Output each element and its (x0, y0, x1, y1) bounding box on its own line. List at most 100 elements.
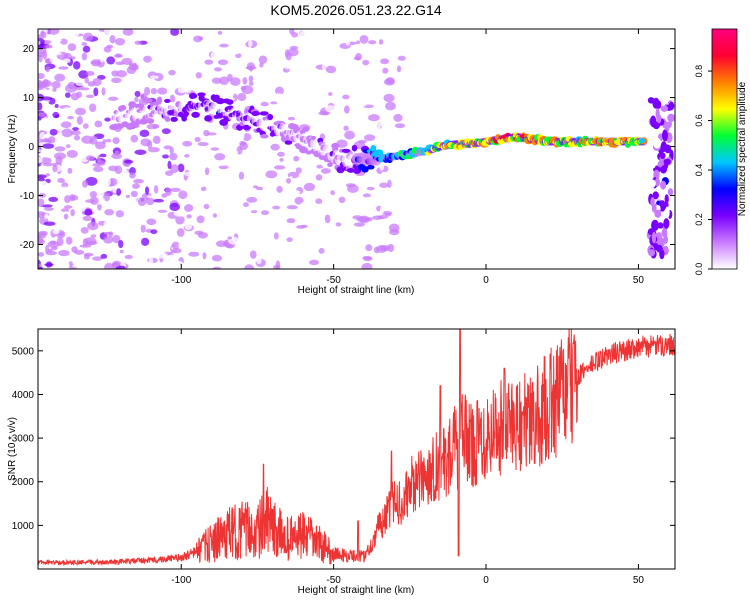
ridge-cell (164, 98, 171, 104)
noise-cell (178, 190, 188, 200)
noise-cell (134, 96, 139, 103)
noise-cell (297, 92, 308, 102)
noise-cell (248, 39, 253, 48)
noise-cell (376, 244, 388, 253)
noise-cell (250, 205, 260, 212)
noise-cell (68, 261, 73, 266)
noise-cell (141, 237, 150, 246)
noise-cell (337, 241, 349, 250)
noise-cell (309, 250, 319, 255)
noise-cell (105, 177, 111, 186)
noise-cell (227, 236, 233, 240)
noise-cell (373, 125, 382, 133)
noise-cell (162, 137, 170, 144)
noise-cell (244, 264, 255, 269)
noise-cell (38, 198, 45, 208)
ridge-cell (284, 140, 293, 145)
noise-cell (249, 250, 257, 259)
noise-cell (111, 153, 123, 160)
noise-cell (238, 131, 245, 141)
noise-cell (146, 123, 159, 130)
burst-cell (648, 108, 655, 117)
noise-cell (311, 88, 318, 96)
y-tick-label: 2000 (12, 477, 35, 488)
noise-cell (362, 197, 374, 203)
noise-cell (210, 147, 220, 151)
noise-cell (299, 201, 312, 211)
noise-cell (62, 58, 71, 64)
noise-cell (81, 135, 94, 144)
ridge-cell (144, 98, 153, 103)
noise-cell (47, 136, 56, 144)
noise-cell (281, 263, 290, 268)
noise-cell (112, 137, 120, 145)
noise-cell (387, 52, 394, 59)
noise-cell (58, 66, 69, 70)
noise-cell (99, 54, 105, 63)
noise-cell (125, 194, 131, 198)
noise-cell (165, 254, 177, 264)
noise-cell (81, 52, 88, 61)
noise-cell (44, 263, 54, 267)
noise-cell (132, 183, 140, 189)
noise-cell (336, 86, 345, 91)
noise-cell (326, 133, 332, 143)
noise-cell (382, 67, 389, 74)
noise-cell (161, 128, 171, 135)
noise-cell (146, 218, 157, 226)
noise-cell (102, 168, 111, 173)
noise-cell (378, 113, 387, 118)
ridge-cell (226, 99, 234, 105)
noise-cell (90, 61, 102, 65)
noise-cell (215, 162, 227, 166)
noise-cell (206, 90, 214, 97)
noise-cell (64, 73, 73, 77)
noise-cell (274, 93, 283, 99)
ridge-cell (141, 117, 149, 125)
noise-cell (67, 43, 77, 52)
noise-cell (246, 196, 258, 203)
x-tick-label: 0 (483, 575, 489, 586)
ridge-cell (370, 145, 377, 152)
noise-cell (153, 198, 164, 203)
noise-cell (358, 139, 367, 144)
noise-cell (343, 125, 349, 131)
y-tick-label: 0 (28, 142, 34, 153)
noise-cell (175, 260, 184, 269)
noise-cell (249, 65, 254, 72)
noise-cell (211, 223, 220, 229)
noise-cell (73, 134, 81, 141)
noise-cell (147, 146, 160, 153)
noise-cell (38, 178, 46, 182)
noise-cell (115, 210, 125, 218)
noise-cell (204, 266, 212, 269)
noise-cell (204, 167, 210, 176)
burst-cell (653, 137, 662, 149)
noise-cell (204, 59, 214, 65)
burst-cell (665, 206, 670, 218)
noise-cell (105, 149, 111, 159)
noise-cell (72, 61, 81, 70)
noise-cell (182, 171, 195, 176)
ridge-cell (331, 142, 340, 149)
noise-cell (124, 254, 133, 260)
noise-cell (177, 199, 186, 206)
noise-cell (303, 182, 316, 192)
noise-cell (38, 149, 48, 153)
noise-cell (51, 246, 58, 251)
noise-cell (184, 153, 190, 158)
noise-cell (295, 167, 302, 174)
ridge-cell (156, 96, 163, 104)
burst-cell (648, 249, 655, 257)
noise-cell (218, 165, 229, 170)
noise-cell (130, 190, 138, 198)
noise-cell (54, 73, 66, 82)
ridge-cell (361, 165, 369, 173)
noise-cell (371, 131, 381, 136)
burst-cell (660, 180, 667, 190)
ridge-cell (120, 105, 127, 111)
noise-cell (106, 56, 116, 65)
noise-cell (161, 193, 168, 198)
noise-cell (140, 93, 147, 101)
noise-cell (237, 92, 247, 102)
